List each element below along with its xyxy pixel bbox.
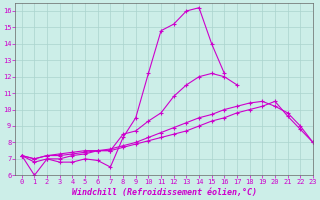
X-axis label: Windchill (Refroidissement éolien,°C): Windchill (Refroidissement éolien,°C) <box>72 188 257 197</box>
